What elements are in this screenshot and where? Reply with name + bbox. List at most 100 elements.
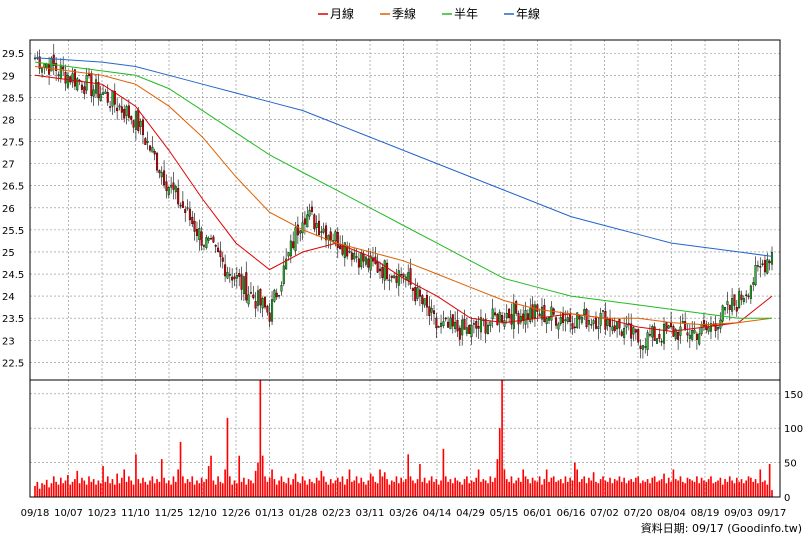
volume-bar bbox=[564, 476, 567, 497]
volume-bar bbox=[719, 477, 722, 497]
candle-body bbox=[120, 106, 123, 113]
volume-bar bbox=[393, 481, 395, 497]
volume-bar bbox=[689, 479, 691, 497]
candle-body bbox=[695, 333, 698, 340]
volume-bar bbox=[766, 484, 769, 497]
volume-bar bbox=[144, 481, 147, 497]
candle-body bbox=[536, 304, 539, 312]
price-tick-4: 24.5 bbox=[2, 270, 24, 281]
candle-body bbox=[364, 256, 367, 265]
candle-body bbox=[461, 319, 464, 336]
volume-bar bbox=[625, 483, 628, 497]
candle-body bbox=[137, 109, 140, 131]
volume-bar bbox=[606, 481, 609, 497]
volume-bar bbox=[250, 480, 252, 497]
candle-body bbox=[181, 201, 184, 208]
candle-body bbox=[693, 329, 696, 334]
candle-body bbox=[677, 332, 680, 340]
candle-body bbox=[55, 63, 58, 71]
volume-bar bbox=[336, 477, 339, 497]
volume-bar bbox=[543, 479, 546, 497]
volume-bar bbox=[686, 477, 689, 497]
candle-body bbox=[411, 288, 414, 291]
candle-body bbox=[102, 92, 105, 95]
volume-bar bbox=[757, 483, 759, 497]
volume-bar bbox=[733, 483, 736, 497]
candle-body bbox=[770, 252, 774, 265]
volume-bar bbox=[536, 481, 539, 497]
candle-body bbox=[510, 314, 513, 325]
candle-body bbox=[240, 274, 243, 290]
volume-bar bbox=[531, 477, 534, 497]
volume-bar bbox=[113, 484, 116, 497]
candle-body bbox=[479, 317, 482, 333]
vol-tick-3: 150 bbox=[784, 390, 803, 401]
candle-body bbox=[740, 294, 743, 300]
candle-body bbox=[388, 279, 391, 282]
volume-bar bbox=[620, 481, 623, 497]
candle-body bbox=[174, 186, 177, 193]
x-tick-19: 08/04 bbox=[657, 508, 686, 519]
legend: 月線 季線 半年 年線 bbox=[318, 6, 540, 21]
candle-body bbox=[529, 308, 532, 322]
volume-bar bbox=[571, 480, 574, 497]
x-tick-21: 09/03 bbox=[724, 508, 753, 519]
volume-bar bbox=[254, 470, 257, 497]
candle-body bbox=[292, 241, 295, 249]
candle-body bbox=[526, 313, 529, 320]
price-tick-5: 25 bbox=[2, 248, 15, 259]
volume-bar bbox=[76, 470, 79, 497]
volume-bar bbox=[301, 476, 304, 497]
candle-body bbox=[212, 236, 215, 243]
candle-body bbox=[221, 257, 224, 262]
candle-body bbox=[163, 170, 166, 186]
volume-bar bbox=[510, 476, 513, 497]
candle-body bbox=[303, 218, 306, 225]
volume-bar bbox=[212, 480, 215, 497]
candle-body bbox=[505, 312, 508, 318]
price-tick-9: 27 bbox=[2, 160, 15, 171]
price-tick-0: 22.5 bbox=[2, 358, 24, 369]
candle-body bbox=[463, 318, 466, 330]
volume-bar bbox=[210, 455, 212, 497]
volume-bar bbox=[182, 476, 184, 497]
volume-bar bbox=[717, 480, 719, 497]
candle-body bbox=[653, 326, 656, 342]
candle-body bbox=[104, 91, 107, 94]
candle-body bbox=[501, 314, 504, 323]
candle-body bbox=[278, 294, 281, 297]
volume-bar bbox=[463, 479, 466, 497]
price-tick-8: 26.5 bbox=[2, 182, 24, 193]
volume-bar bbox=[555, 481, 557, 497]
candle-body bbox=[123, 108, 126, 119]
volume-bar bbox=[501, 380, 503, 497]
candle-body bbox=[663, 323, 666, 344]
candle-body bbox=[468, 325, 471, 334]
volume-bar bbox=[768, 463, 771, 497]
candle-body bbox=[754, 265, 757, 286]
candle-body bbox=[156, 152, 159, 171]
volume-bar bbox=[562, 483, 564, 497]
ma-line-2 bbox=[34, 61, 772, 319]
candle-body bbox=[533, 304, 536, 318]
candle-body bbox=[266, 305, 269, 313]
candle-body bbox=[726, 301, 729, 305]
candle-body bbox=[202, 245, 206, 247]
candle-body bbox=[43, 63, 46, 68]
volume-bar bbox=[552, 476, 555, 497]
volume-bar bbox=[459, 481, 461, 497]
volume-bar bbox=[707, 479, 710, 497]
volume-bar bbox=[381, 476, 384, 497]
volume-bar bbox=[700, 477, 703, 497]
volume-bar bbox=[534, 480, 536, 497]
candle-body bbox=[566, 317, 569, 323]
candle-body bbox=[691, 329, 694, 340]
candle-body bbox=[658, 334, 661, 339]
volume-bar bbox=[257, 462, 259, 497]
x-tick-6: 12/26 bbox=[222, 508, 251, 519]
candle-body bbox=[205, 237, 208, 248]
candle-body bbox=[688, 334, 691, 339]
volume-bar bbox=[498, 428, 501, 497]
volume-bar bbox=[99, 483, 102, 497]
candle-body bbox=[761, 263, 764, 265]
